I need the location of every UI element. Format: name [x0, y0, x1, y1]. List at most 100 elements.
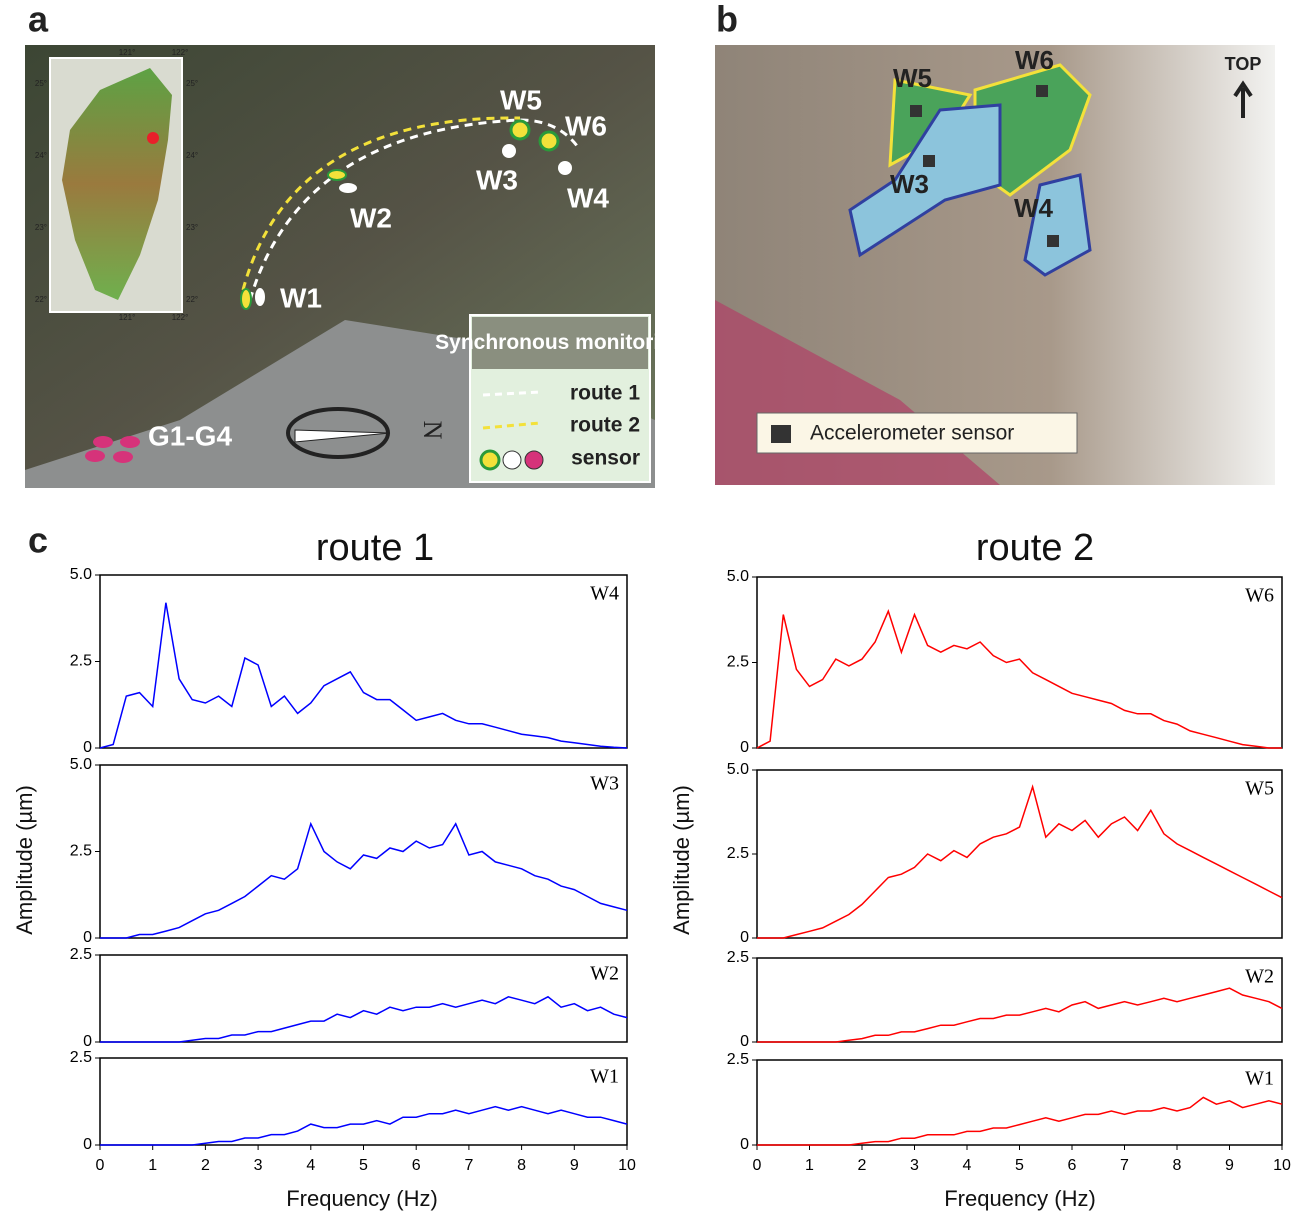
- y-tick-label: 5.0: [727, 568, 749, 585]
- sensor: [502, 144, 516, 158]
- sensor: [511, 121, 529, 139]
- legend-title: Synchronous monitoring: [435, 331, 685, 354]
- plot-frame: [100, 955, 627, 1042]
- series-label: W2: [590, 963, 619, 985]
- plot-frame: [757, 770, 1282, 938]
- x-tick-label: 6: [1068, 1157, 1077, 1174]
- sensor: [120, 436, 140, 448]
- plot-frame: [757, 1060, 1282, 1145]
- y-tick-label: 2.5: [70, 653, 92, 670]
- map-tick: 23°: [186, 223, 198, 232]
- ground-label: G1-G4: [148, 420, 232, 451]
- y-tick-label: 0: [740, 1136, 749, 1153]
- sensor: [328, 170, 346, 180]
- y-tick-label: 5.0: [70, 756, 92, 773]
- x-tick-label: 2: [201, 1157, 210, 1174]
- orientation-label: TOP: [1225, 54, 1262, 74]
- legend-marker: [525, 451, 543, 469]
- x-tick-label: 1: [805, 1157, 814, 1174]
- y-tick-label: 2.5: [727, 949, 749, 966]
- plot-frame: [757, 958, 1282, 1042]
- x-tick-label: 0: [96, 1157, 105, 1174]
- map-tick: 23°: [35, 223, 47, 232]
- site-marker: [147, 132, 159, 144]
- y-tick-label: 5.0: [727, 761, 749, 778]
- sensor: [1036, 85, 1048, 97]
- x-tick-label: 8: [1173, 1157, 1182, 1174]
- x-tick-label: 2: [858, 1157, 867, 1174]
- x-tick-label: 4: [306, 1157, 315, 1174]
- sensor: [85, 450, 105, 462]
- site-label: W2: [350, 202, 392, 233]
- column-title: route 2: [976, 527, 1094, 569]
- y-tick-label: 0: [83, 1033, 92, 1050]
- x-tick-label: 10: [618, 1157, 636, 1174]
- x-tick-label: 3: [254, 1157, 263, 1174]
- x-tick-label: 6: [412, 1157, 421, 1174]
- y-tick-label: 0: [740, 739, 749, 756]
- spectrum-line: [100, 603, 627, 748]
- y-tick-label: 5.0: [70, 566, 92, 583]
- block-label: W6: [1015, 45, 1054, 75]
- x-tick-label: 10: [1273, 1157, 1291, 1174]
- series-label: W1: [590, 1066, 619, 1088]
- legend-marker: [503, 451, 521, 469]
- y-tick-label: 2.5: [727, 1051, 749, 1068]
- sensor: [1047, 235, 1059, 247]
- sensor: [241, 289, 251, 309]
- map-tick: 25°: [35, 79, 47, 88]
- map-tick: 122°: [172, 48, 189, 57]
- sensor: [339, 183, 357, 193]
- x-tick-label: 5: [359, 1157, 368, 1174]
- y-tick-label: 0: [740, 929, 749, 946]
- series-label: W5: [1245, 778, 1274, 800]
- site-label: W6: [565, 110, 607, 141]
- map-tick: 22°: [35, 295, 47, 304]
- spectrum-line: [757, 787, 1282, 938]
- x-axis-label: Frequency (Hz): [944, 1186, 1096, 1211]
- sensor: [113, 451, 133, 463]
- map-tick: 24°: [35, 151, 47, 160]
- sensor: [255, 288, 265, 306]
- sensor: [93, 436, 113, 448]
- spectrum-line: [100, 997, 627, 1042]
- series-label: W1: [1245, 1068, 1274, 1090]
- spectrum-line: [757, 611, 1282, 748]
- x-tick-label: 1: [148, 1157, 157, 1174]
- series-label: W4: [590, 583, 619, 605]
- panel-label: c: [28, 520, 48, 561]
- spectrum-line: [757, 988, 1282, 1042]
- series-label: W6: [1245, 585, 1274, 607]
- y-axis-label: Amplitude (µm): [12, 785, 37, 935]
- legend-marker: [771, 425, 791, 443]
- y-tick-label: 0: [740, 1033, 749, 1050]
- figure: a 121° 122° 121° 122° 25° 24° 23° 22° 25…: [0, 0, 1304, 1217]
- sensor: [910, 105, 922, 117]
- series-label: W3: [590, 773, 619, 795]
- y-tick-label: 0: [83, 1136, 92, 1153]
- spectrum-line: [100, 824, 627, 938]
- north-label: N: [418, 421, 447, 440]
- column-title: route 1: [316, 527, 434, 569]
- panel-b: W5 W6 W3 W4 TOP Accelerometer sensor: [715, 45, 1275, 485]
- x-tick-label: 9: [570, 1157, 579, 1174]
- block-label: W5: [893, 63, 932, 93]
- x-axis-label: Frequency (Hz): [286, 1186, 438, 1211]
- y-axis-label: Amplitude (µm): [669, 785, 694, 935]
- spectrum-line: [100, 1107, 627, 1145]
- legend-label: Accelerometer sensor: [810, 422, 1014, 445]
- panel-label: b: [716, 0, 738, 40]
- series-label: W2: [1245, 966, 1274, 988]
- block-label: W4: [1014, 193, 1054, 223]
- legend-label: route 2: [570, 414, 640, 437]
- x-tick-label: 0: [753, 1157, 762, 1174]
- y-tick-label: 2.5: [727, 845, 749, 862]
- sensor: [558, 161, 572, 175]
- site-label: W4: [567, 182, 609, 213]
- map-tick: 24°: [186, 151, 198, 160]
- plot-frame: [100, 1058, 627, 1145]
- site-label: W1: [280, 282, 322, 313]
- map-tick: 25°: [186, 79, 198, 88]
- x-tick-label: 7: [464, 1157, 473, 1174]
- y-tick-label: 2.5: [727, 654, 749, 671]
